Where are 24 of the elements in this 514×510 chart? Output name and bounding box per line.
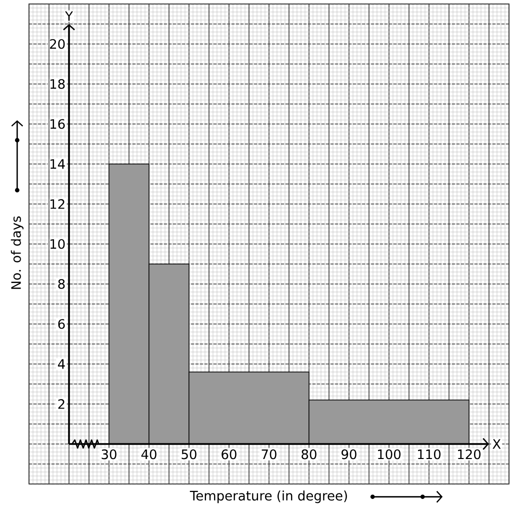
- annotation: X: [492, 439, 501, 449]
- y-tick-label: 18: [50, 79, 65, 89]
- x-tick-label: 100: [378, 449, 401, 460]
- x-tick-label: 70: [262, 449, 276, 460]
- x-tick-label: 30: [102, 449, 116, 460]
- x-tick-label: 120: [458, 449, 481, 460]
- annotation: Y: [65, 11, 73, 21]
- y-tick-label: 4: [58, 359, 65, 369]
- x-tick-label: 110: [418, 449, 441, 460]
- y-tick-label: 20: [50, 39, 65, 49]
- y-tick-label: 16: [50, 119, 65, 129]
- y-tick-label: 6: [58, 319, 65, 329]
- y-tick-label: 10: [50, 239, 65, 249]
- y-axis-title: No. of days: [10, 216, 24, 289]
- x-tick-label: 50: [182, 449, 196, 460]
- y-tick-label: 12: [50, 199, 64, 209]
- y-tick-label: 2: [58, 399, 64, 409]
- y-tick-label: 14: [50, 159, 65, 169]
- x-tick-label: 90: [342, 449, 356, 460]
- x-tick-label: 80: [302, 449, 316, 460]
- x-axis-title: Temperature (in degree): [190, 490, 347, 504]
- x-tick-label: 60: [222, 449, 236, 460]
- x-tick-label: 40: [141, 449, 156, 460]
- y-tick-label: 8: [58, 279, 65, 289]
